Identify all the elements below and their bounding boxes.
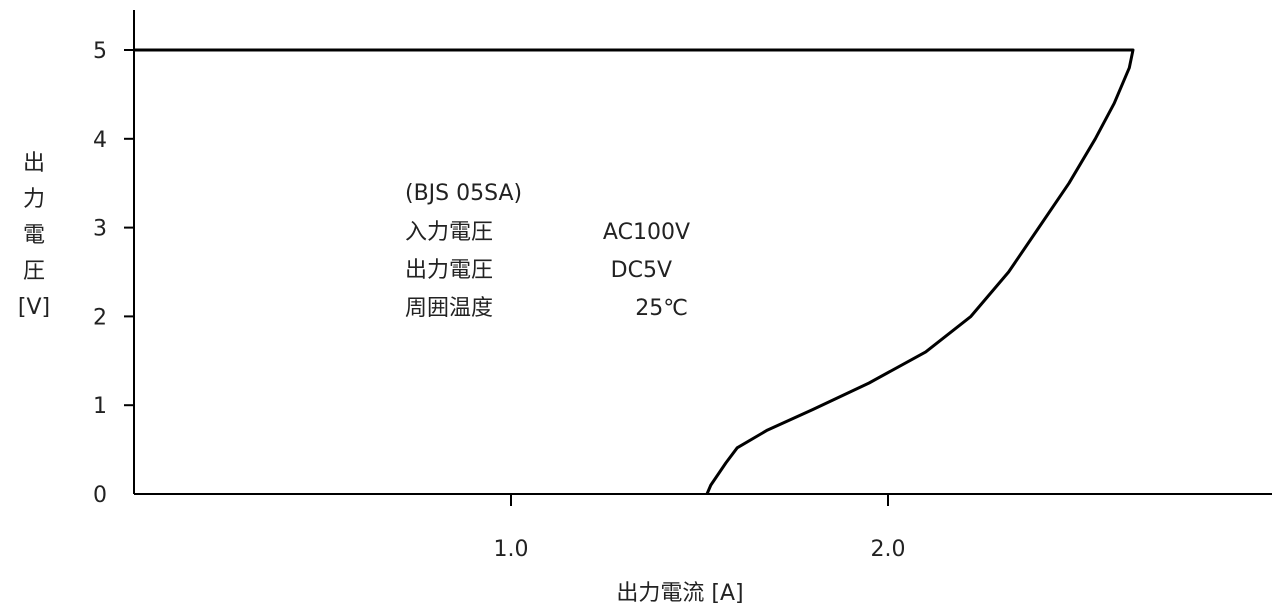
y-tick-label: 5: [93, 39, 107, 64]
annotation-model: (BJS 05SA): [405, 181, 522, 206]
y-axis-label-unit: [V]: [18, 295, 50, 320]
y-tick-label: 0: [93, 483, 107, 508]
x-ticks: 1.0 2.0: [494, 494, 906, 562]
y-axis-label-char: 出: [23, 151, 45, 176]
y-tick-label: 2: [93, 305, 107, 330]
y-tick-label: 1: [93, 394, 107, 419]
y-axis-label-char: 圧: [23, 259, 45, 284]
annotation-label: 入力電圧: [405, 220, 493, 245]
x-tick-label: 2.0: [871, 537, 906, 562]
y-tick-label: 4: [93, 128, 107, 153]
y-axis-label-char: 力: [23, 187, 45, 212]
series-line: [134, 48, 1135, 495]
y-axis-label-char: 電: [23, 223, 45, 248]
y-axis-label: 出 力 電 圧 [V]: [18, 151, 50, 320]
annotation-label: 出力電圧: [405, 258, 493, 283]
annotation-value: 25℃: [635, 296, 688, 321]
x-tick-label: 1.0: [494, 537, 529, 562]
y-tick-label: 3: [93, 217, 107, 242]
axes: [133, 10, 1272, 495]
annotation-label: 周囲温度: [405, 296, 493, 321]
series-layer: [134, 48, 1135, 495]
x-axis-label: 出力電流 [A]: [616, 581, 743, 606]
annotation-box: (BJS 05SA) 入力電圧 AC100V 出力電圧 DC5V 周囲温度 25…: [405, 181, 690, 321]
annotation-value: AC100V: [603, 220, 690, 245]
annotation-value: DC5V: [611, 258, 672, 283]
y-ticks: 0 1 2 3 4 5: [93, 39, 134, 508]
